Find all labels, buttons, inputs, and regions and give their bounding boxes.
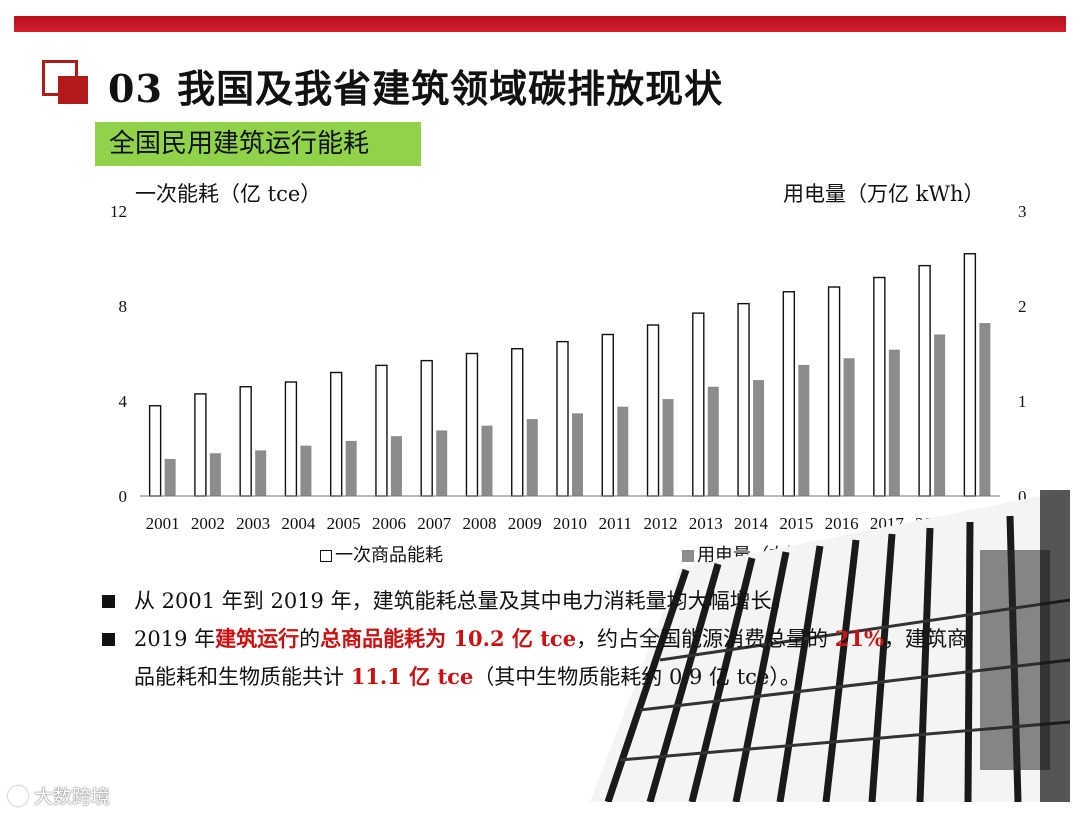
bar-electricity xyxy=(436,430,448,496)
x-tick-label: 2001 xyxy=(146,514,180,533)
x-tick-label: 2008 xyxy=(462,514,496,533)
x-tick-label: 2016 xyxy=(825,514,859,533)
watermark-logo-icon xyxy=(8,786,28,806)
bullet-text: 从 2001 年到 2019 年，建筑能耗总量及其中电力消耗量均大幅增长。 xyxy=(134,589,793,613)
y-left-tick-label: 4 xyxy=(119,392,128,411)
bar-commercial-energy xyxy=(194,393,207,497)
bar-electricity xyxy=(209,453,221,496)
bar-commercial-energy xyxy=(420,359,433,497)
page-title: 03 我国及我省建筑领域碳排放现状 xyxy=(108,66,724,111)
bar-commercial-energy xyxy=(239,386,252,497)
x-tick-label: 2015 xyxy=(779,514,813,533)
bar-commercial-energy xyxy=(329,371,343,497)
y-left-axis-title: 一次能耗（亿 tce） xyxy=(135,182,322,206)
x-tick-label: 2012 xyxy=(644,514,678,533)
bar-commercial-energy xyxy=(511,348,524,497)
top-accent-bar xyxy=(14,16,1066,32)
bar-electricity xyxy=(255,450,267,496)
bullet-list: 从 2001 年到 2019 年，建筑能耗总量及其中电力消耗量均大幅增长。 20… xyxy=(102,582,982,696)
bar-electricity xyxy=(843,358,855,496)
y-right-axis-title: 用电量（万亿 kWh） xyxy=(783,182,985,206)
bar-commercial-energy xyxy=(782,291,796,497)
bar-commercial-energy xyxy=(737,302,750,497)
bar-electricity xyxy=(526,419,538,496)
y-left-tick-label: 12 xyxy=(110,202,127,221)
x-tick-label: 2006 xyxy=(372,514,406,533)
x-tick-label: 2003 xyxy=(236,514,270,533)
legend-item-commercial-energy: 一次商品能耗 xyxy=(320,541,443,567)
bar-commercial-energy xyxy=(601,333,614,497)
section-badge: 全国民用建筑运行能耗 xyxy=(95,122,421,166)
x-tick-label: 2010 xyxy=(553,514,587,533)
bullet-highlight: 总商品能耗为 10.2 亿 tce xyxy=(320,626,577,651)
building-photo-image xyxy=(590,490,1070,802)
bar-electricity xyxy=(617,406,629,496)
bar-commercial-energy xyxy=(918,264,931,497)
y-right-tick-label: 3 xyxy=(1018,202,1027,221)
x-tick-label: 2014 xyxy=(734,514,769,533)
bar-commercial-energy xyxy=(692,312,705,497)
legend-swatch-gray xyxy=(682,550,694,562)
x-tick-label: 2004 xyxy=(281,514,316,533)
bar-commercial-energy xyxy=(556,340,569,497)
y-right-tick-label: 1 xyxy=(1018,392,1027,411)
y-right-tick-label: 0 xyxy=(1018,487,1027,506)
watermark: 大数跨境 xyxy=(8,782,110,809)
bar-commercial-energy xyxy=(827,286,841,497)
bar-electricity xyxy=(345,440,357,496)
legend-label-commercial-energy: 一次商品能耗 xyxy=(335,545,443,566)
bullet-text: （其中生物质能耗约 0.9 亿 tce）。 xyxy=(473,665,801,689)
y-left-tick-label: 8 xyxy=(119,297,128,316)
y-right-tick-label: 2 xyxy=(1018,297,1027,316)
bullet-square-icon xyxy=(102,633,115,646)
bar-commercial-energy xyxy=(465,352,479,497)
bullet-square-icon xyxy=(102,595,115,608)
bullet-text: ，建筑商品能耗和生物质能共计 xyxy=(134,627,968,689)
x-tick-label: 2009 xyxy=(508,514,542,533)
bar-electricity xyxy=(888,349,900,496)
watermark-text: 大数跨境 xyxy=(34,786,111,808)
x-tick-label: 2007 xyxy=(417,514,452,533)
bullet-text: 的 xyxy=(299,627,321,651)
bullet-highlight: 21% xyxy=(834,626,884,651)
y-left-tick-label: 0 xyxy=(119,487,128,506)
bullet-text: 2019 年 xyxy=(134,627,216,651)
bar-electricity xyxy=(300,445,312,496)
x-tick-label: 2011 xyxy=(599,514,632,533)
bar-commercial-energy xyxy=(148,405,162,497)
bullet-highlight: 建筑运行 xyxy=(215,626,300,651)
bar-electricity xyxy=(707,386,719,496)
bar-electricity xyxy=(572,413,583,496)
bar-electricity xyxy=(979,323,991,496)
bar-commercial-energy xyxy=(375,364,388,497)
bar-electricity xyxy=(753,380,765,496)
bullet-highlight: 11.1 亿 tce xyxy=(350,664,474,689)
bar-commercial-energy xyxy=(646,324,660,497)
bar-electricity xyxy=(390,436,402,496)
bar-electricity xyxy=(662,399,674,496)
bar-commercial-energy xyxy=(963,253,977,497)
x-tick-label: 2005 xyxy=(327,514,361,533)
legend-swatch-white xyxy=(320,550,332,562)
bullet-item: 2019 年建筑运行的总商品能耗为 10.2 亿 tce，约占全国能源消费总量的… xyxy=(102,620,982,696)
bar-commercial-energy xyxy=(873,276,886,497)
x-tick-label: 2002 xyxy=(191,514,225,533)
bullet-item: 从 2001 年到 2019 年，建筑能耗总量及其中电力消耗量均大幅增长。 xyxy=(102,582,982,620)
bar-electricity xyxy=(934,334,946,496)
x-tick-label: 2013 xyxy=(689,514,723,533)
bar-electricity xyxy=(798,364,810,496)
bullet-text: ，约占全国能源消费总量的 xyxy=(576,627,835,651)
bar-electricity xyxy=(164,458,176,496)
logo-fill-square xyxy=(58,76,88,104)
bar-commercial-energy xyxy=(284,381,298,497)
bar-electricity xyxy=(481,425,493,496)
